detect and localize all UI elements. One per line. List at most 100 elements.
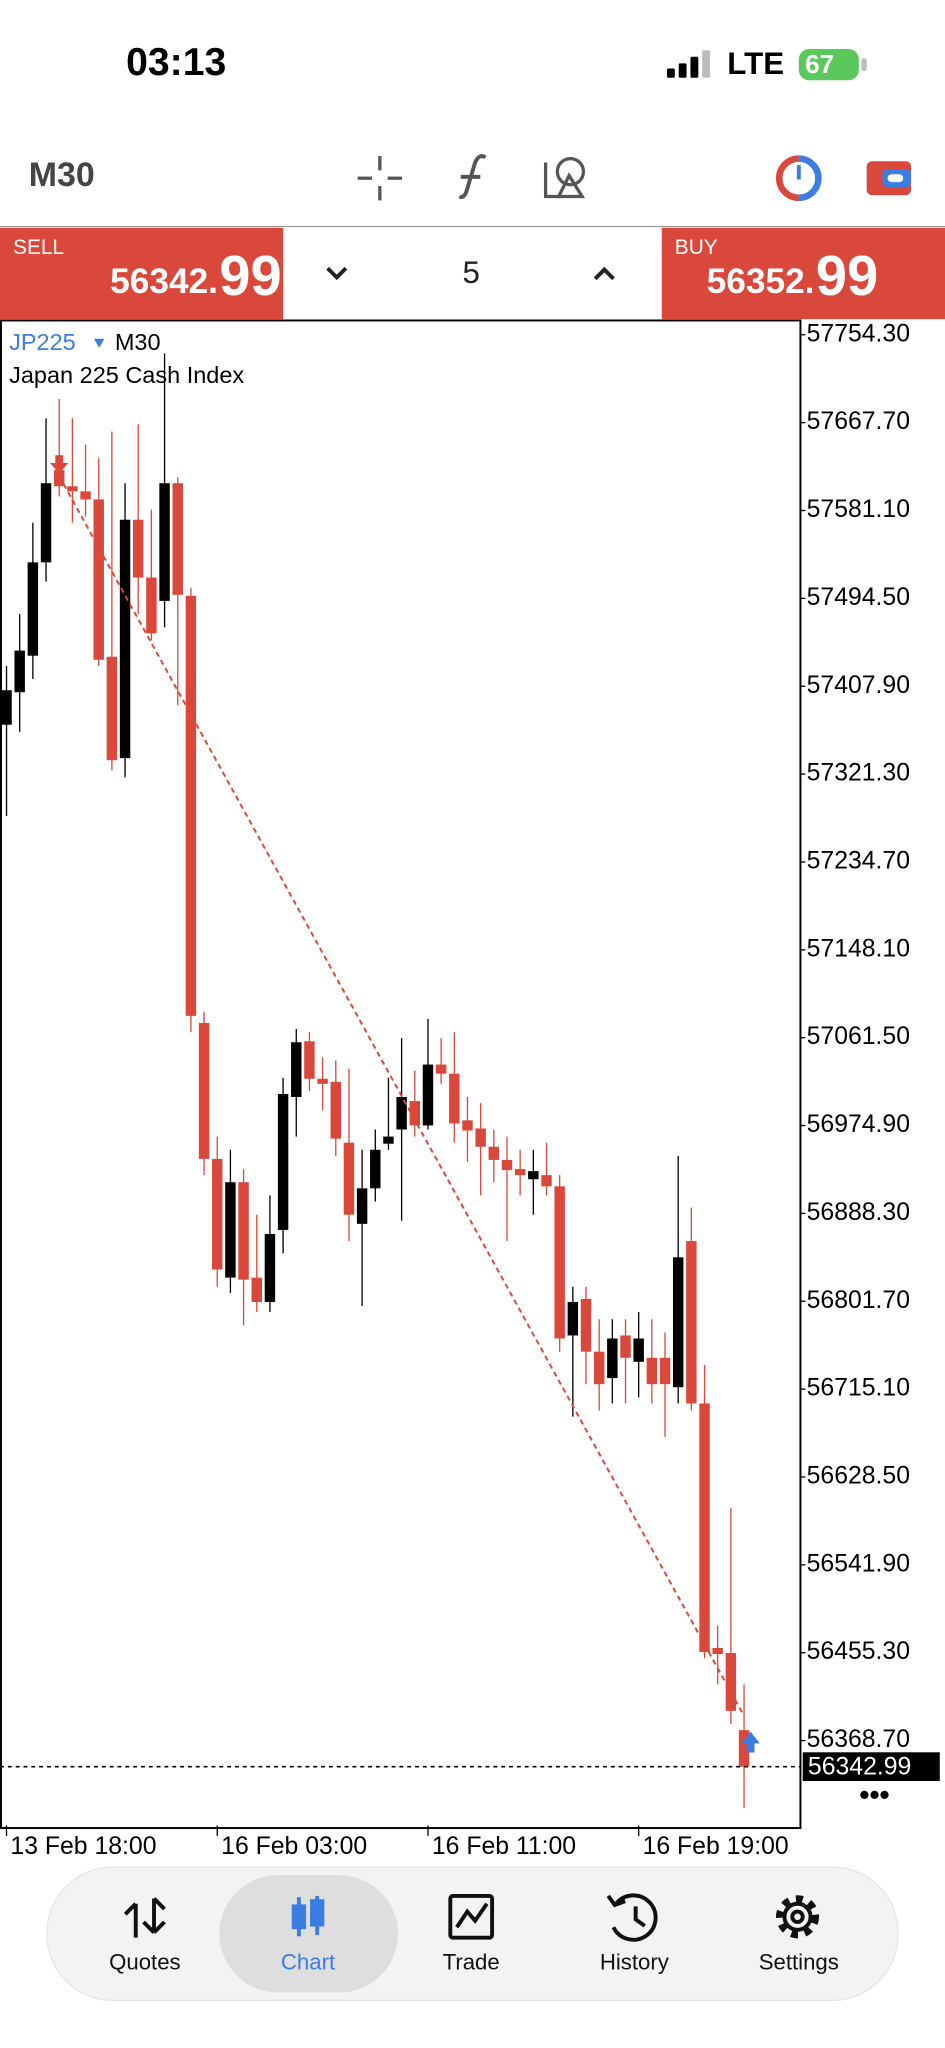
candle-body — [27, 562, 39, 656]
one-click-icon[interactable] — [776, 155, 822, 202]
candle-body — [699, 1403, 710, 1653]
more-menu[interactable]: ••• — [859, 1779, 889, 1811]
battery — [798, 48, 859, 81]
symbol-dropdown[interactable] — [93, 338, 105, 348]
candle-body — [198, 1022, 210, 1159]
volume-up[interactable] — [593, 266, 615, 281]
y-tick-label: 57148.10 — [807, 935, 910, 962]
indicators-icon[interactable] — [458, 154, 487, 199]
crosshair-icon[interactable] — [357, 156, 403, 201]
candle-body — [251, 1277, 262, 1302]
candle-body — [686, 1241, 697, 1404]
y-tick-label: 57321.30 — [807, 760, 910, 787]
candle-body — [607, 1338, 618, 1379]
tab-label[interactable]: Settings — [759, 1950, 839, 1975]
network-type: LTE — [727, 46, 784, 81]
buy-button[interactable] — [661, 227, 945, 320]
candle-body — [185, 595, 197, 1016]
candle-body — [383, 1136, 394, 1144]
candle-body — [620, 1335, 631, 1358]
candle-body — [40, 483, 52, 563]
sell-button[interactable] — [0, 227, 284, 320]
trade-mode-icon[interactable] — [866, 161, 912, 196]
candle-body — [264, 1233, 276, 1302]
x-tick-label: 16 Feb 19:00 — [643, 1833, 789, 1860]
clock: 03:13 — [126, 41, 226, 84]
timeframe[interactable]: M30 — [29, 156, 95, 194]
candle-body — [238, 1182, 249, 1280]
y-tick-label: 56368.70 — [807, 1726, 910, 1753]
candle-body — [370, 1149, 381, 1189]
candle-body — [356, 1188, 368, 1224]
candle-body — [725, 1653, 737, 1711]
candle-body — [712, 1647, 723, 1655]
symbol[interactable]: JP225 — [9, 329, 76, 355]
candle-body — [93, 499, 104, 660]
candle-body — [106, 656, 118, 761]
sell-price-int: 56342. — [110, 262, 218, 301]
history-icon[interactable] — [606, 1893, 658, 1942]
y-tick-label: 56715.10 — [807, 1375, 910, 1402]
chart[interactable]: JP225 M30 Japan 225 Cash Index ••• 57754… — [0, 319, 940, 1860]
last-price-box — [802, 1752, 940, 1782]
candle-body — [475, 1128, 486, 1147]
battery-cap — [861, 58, 867, 72]
y-tick-label: 56455.30 — [807, 1638, 910, 1665]
candle-body — [291, 1042, 302, 1098]
candle-body — [67, 486, 78, 492]
tab-label[interactable]: History — [600, 1950, 670, 1975]
candle-body — [738, 1730, 750, 1767]
sell-price-frac: 99 — [219, 244, 281, 307]
candle-body — [172, 483, 183, 595]
sell-label: SELL — [13, 236, 64, 259]
chart-timeframe: M30 — [115, 329, 161, 355]
buy-arrow — [741, 1731, 760, 1753]
battery-level: 67 — [805, 49, 834, 79]
candle-body — [159, 483, 170, 601]
candle-body — [593, 1351, 605, 1385]
volume[interactable]: 5 — [462, 255, 479, 290]
chart-icon[interactable] — [291, 1895, 325, 1937]
candle-body — [501, 1159, 513, 1171]
y-tick-label: 56801.70 — [807, 1287, 910, 1314]
tab-label[interactable]: Quotes — [109, 1950, 181, 1975]
buy-price-frac: 99 — [816, 244, 878, 307]
candle-body — [146, 577, 157, 634]
active-tab-highlight — [219, 1875, 399, 1993]
candle-body — [554, 1186, 565, 1339]
candle-body — [580, 1298, 592, 1352]
y-tick-label: 57581.10 — [807, 496, 910, 523]
y-tick-label: 57667.70 — [807, 408, 910, 435]
tab-label[interactable]: Trade — [443, 1950, 500, 1975]
tab-label[interactable]: Chart — [281, 1950, 335, 1975]
y-tick-label: 56974.90 — [807, 1111, 910, 1138]
candle-body — [567, 1301, 579, 1336]
trade-icon[interactable] — [448, 1893, 495, 1940]
y-tick-label: 57494.50 — [807, 584, 910, 611]
candle-body — [633, 1338, 644, 1362]
x-tick-label: 16 Feb 11:00 — [432, 1833, 576, 1860]
objects-icon[interactable] — [543, 156, 586, 199]
candle-body — [422, 1064, 434, 1126]
candle-body — [409, 1101, 421, 1126]
candle-body — [133, 519, 144, 578]
settings-icon[interactable] — [775, 1895, 820, 1939]
candle-body — [435, 1064, 447, 1074]
trendline — [58, 475, 745, 1717]
y-tick-label: 56888.30 — [807, 1199, 910, 1226]
candle-body — [343, 1142, 355, 1215]
candle-body — [317, 1078, 328, 1084]
y-tick-label: 57234.70 — [807, 847, 910, 874]
candle-body — [514, 1169, 526, 1176]
candle-body — [449, 1073, 460, 1124]
candle-body — [80, 491, 91, 500]
y-tick-label: 56628.50 — [807, 1463, 910, 1490]
candle-body — [225, 1182, 236, 1278]
quotes-icon[interactable] — [123, 1897, 166, 1938]
candle-body — [646, 1357, 658, 1385]
candle-body — [528, 1171, 539, 1180]
volume-down[interactable] — [326, 266, 348, 281]
symbol-description: Japan 225 Cash Index — [9, 362, 244, 388]
buy-label: BUY — [675, 236, 718, 259]
